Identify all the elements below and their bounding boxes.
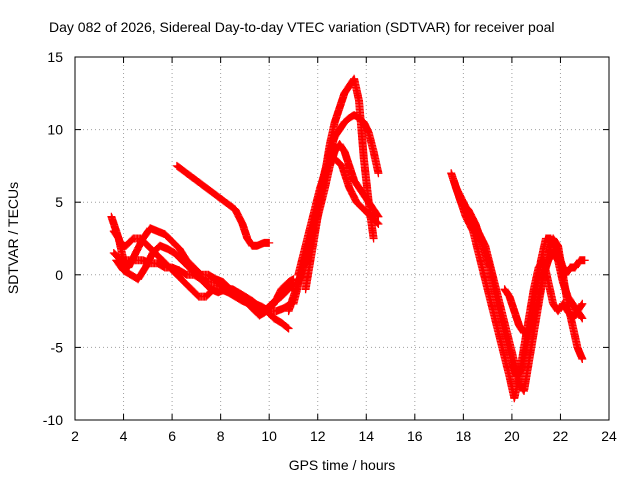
series-layer: [107, 74, 589, 403]
chart-title: Day 082 of 2026, Sidereal Day-to-day VTE…: [49, 19, 555, 35]
y-tick-label: -5: [51, 339, 64, 355]
x-tick-label: 8: [217, 428, 225, 444]
x-tick-label: 10: [261, 428, 277, 444]
x-tick-label: 14: [358, 428, 374, 444]
series-b: [109, 249, 293, 333]
y-tick-label: -10: [43, 412, 63, 428]
x-tick-label: 18: [456, 428, 472, 444]
series-d: [112, 241, 295, 316]
series-m: [500, 249, 587, 337]
series-h: [301, 74, 378, 294]
x-tick-label: 20: [504, 428, 520, 444]
x-tick-label: 12: [310, 428, 326, 444]
y-tick-label: 5: [55, 194, 63, 210]
x-axis-label: GPS time / hours: [289, 457, 396, 473]
y-tick-label: 10: [47, 122, 63, 138]
grid: [75, 57, 609, 420]
series-e: [172, 161, 274, 250]
y-axis-label: SDTVAR / TECUs: [5, 182, 21, 294]
x-tick-label: 6: [168, 428, 176, 444]
x-tick-label: 24: [601, 428, 617, 444]
x-tick-label: 16: [407, 428, 423, 444]
x-tick-label: 22: [553, 428, 569, 444]
series-k: [449, 176, 589, 381]
x-tick-label: 4: [120, 428, 128, 444]
series-i: [294, 154, 383, 279]
x-tick-label: 2: [71, 428, 79, 444]
y-tick-label: 15: [47, 49, 63, 65]
plot-frame: [74, 56, 610, 421]
y-tick-label: 0: [55, 267, 63, 283]
